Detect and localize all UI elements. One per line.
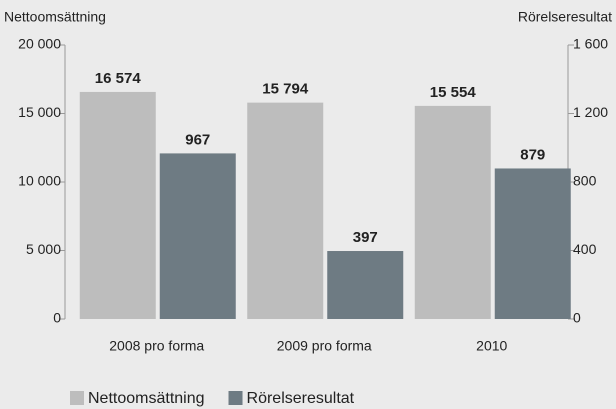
legend-swatch bbox=[70, 391, 84, 405]
y2-tick-label: 400 bbox=[573, 241, 597, 257]
bar bbox=[79, 91, 156, 319]
bar bbox=[159, 153, 236, 319]
y-tick-label: 0 bbox=[53, 310, 61, 326]
value-label: 15 794 bbox=[262, 81, 309, 98]
x-tick-label: 2010 bbox=[476, 338, 507, 354]
bar bbox=[327, 251, 404, 319]
y-axis-label: Nettoomsättning bbox=[4, 9, 106, 25]
bar bbox=[414, 105, 491, 319]
y2-axis-label: Rörelseresultat bbox=[518, 9, 612, 25]
bar bbox=[247, 102, 324, 320]
value-label: 15 554 bbox=[430, 84, 477, 101]
y2-tick-label: 1 200 bbox=[573, 104, 608, 120]
legend-swatch bbox=[228, 391, 243, 405]
value-label: 967 bbox=[185, 131, 210, 148]
value-label: 16 574 bbox=[95, 70, 142, 87]
legend-label: Rörelseresultat bbox=[247, 390, 355, 407]
bar bbox=[494, 168, 571, 319]
y-tick-label: 15 000 bbox=[18, 104, 61, 120]
x-tick-label: 2009 pro forma bbox=[277, 338, 372, 354]
y2-tick-label: 1 600 bbox=[573, 36, 608, 52]
y-tick-label: 20 000 bbox=[18, 36, 61, 52]
x-tick-label: 2008 pro forma bbox=[109, 338, 204, 354]
legend-label: Nettoomsättning bbox=[88, 390, 205, 407]
y-tick-label: 10 000 bbox=[18, 173, 61, 189]
value-label: 879 bbox=[520, 146, 545, 163]
y-tick-label: 5 000 bbox=[26, 241, 61, 257]
y2-tick-label: 800 bbox=[573, 173, 597, 189]
y2-tick-label: 0 bbox=[573, 310, 581, 326]
value-label: 397 bbox=[353, 229, 378, 246]
